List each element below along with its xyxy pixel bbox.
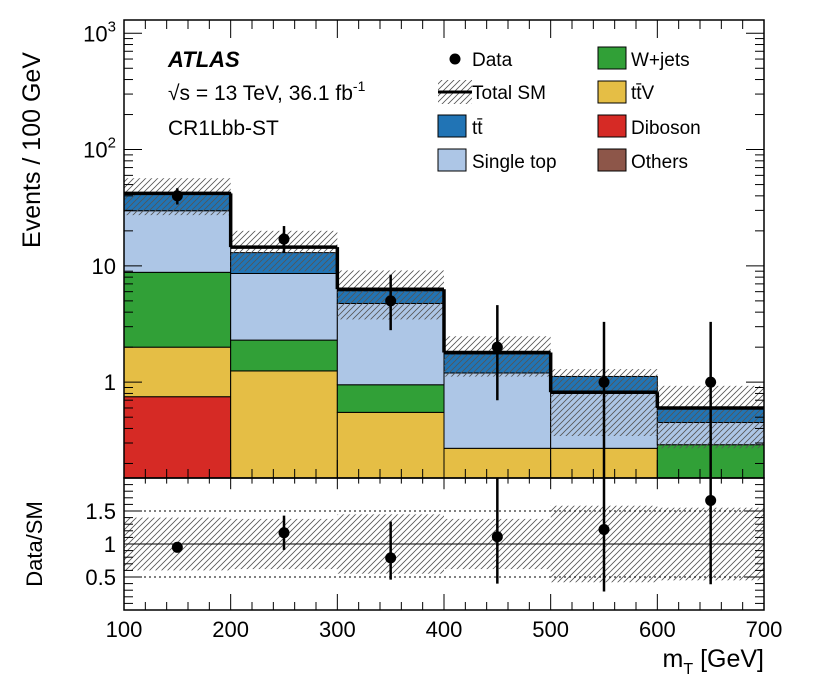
data-point-5 — [705, 376, 717, 388]
x-axis-label-sub: T — [683, 661, 693, 678]
bar-w-jets-bin-1 — [230, 339, 338, 372]
x-tick-label-4: 500 — [532, 617, 569, 642]
bar-ttv-bin-2 — [336, 411, 445, 478]
ratio-y-axis: 0.5 1 1.5 — [85, 484, 764, 604]
ratio-y-axis-label: Data/SM — [22, 501, 47, 587]
legend-diboson: Diboson — [597, 114, 701, 139]
x-axis-label-unit: [GeV] — [693, 645, 764, 673]
x-axis-label-var: m — [663, 645, 684, 673]
data-point-1 — [278, 233, 290, 245]
legend: Data Total SM tt̄ Single top W+jets tt̄V… — [437, 46, 701, 173]
x-tick-label-2: 300 — [319, 617, 356, 642]
x-tick-label-6: 700 — [746, 617, 783, 642]
x-tick-label-5: 600 — [639, 617, 676, 642]
main-y-axis-label: Events / 100 GeV — [18, 52, 46, 248]
atlas-label: ATLAS — [167, 47, 240, 72]
main-y-tick-label-exp-3: 3 — [108, 18, 116, 35]
ratio-point-5 — [705, 494, 717, 506]
ratio-reference-lines — [124, 510, 764, 578]
energy-lumi-label: √s = 13 TeV, 36.1 fb-1 — [168, 78, 366, 105]
main-y-tick-label-base-2: 10 — [83, 138, 107, 163]
ratio-y-tick-label-0: 0.5 — [85, 565, 116, 590]
x-tick-label-1: 200 — [212, 617, 249, 642]
main-y-tick-label-base-0: 1 — [104, 370, 116, 395]
legend-ttv: tt̄V — [597, 80, 655, 104]
main-y-tick-label-2: 102 — [83, 135, 116, 163]
bar-single-top-bin-0 — [124, 210, 232, 273]
legend-data-marker — [449, 53, 461, 65]
legend-single-top: Single top — [437, 148, 557, 173]
main-y-tick-label-3: 103 — [83, 18, 116, 46]
legend-diboson-label: Diboson — [631, 118, 701, 139]
legend-data-label: Data — [472, 50, 513, 71]
legend-ttbar-label: tt̄ — [472, 118, 483, 139]
bar-ttv-bin-0 — [124, 346, 232, 398]
bar-ttv-bin-1 — [230, 370, 338, 478]
legend-ttbar: tt̄ — [437, 114, 483, 139]
x-axis: 100 200 300 400 500 600 700 — [106, 20, 783, 642]
data-point-4 — [598, 376, 610, 388]
main-y-tick-label-base-1: 10 — [92, 254, 116, 279]
ratio-points — [171, 478, 717, 592]
x-tick-label-3: 400 — [426, 617, 463, 642]
data-point-0 — [171, 190, 183, 202]
main-y-tick-label-1: 10 — [92, 254, 116, 279]
legend-others: Others — [597, 148, 688, 173]
data-points — [171, 188, 717, 478]
main-y-tick-label-0: 1 — [104, 370, 116, 395]
legend-ttv-swatch — [597, 80, 627, 104]
data-point-3 — [491, 341, 503, 353]
energy-lumi-exponent: -1 — [353, 78, 366, 94]
legend-wjets-swatch — [597, 46, 627, 70]
legend-others-label: Others — [631, 152, 688, 173]
bar-w-jets-bin-0 — [124, 271, 232, 348]
bar-single-top-bin-1 — [230, 272, 338, 341]
ratio-y-tick-label-1: 1 — [104, 532, 116, 557]
main-y-tick-label-base-3: 10 — [83, 21, 107, 46]
data-point-2 — [385, 295, 397, 307]
legend-single-top-label: Single top — [472, 152, 557, 173]
energy-lumi-text: √s = 13 TeV, 36.1 fb — [168, 82, 353, 105]
legend-wjets: W+jets — [597, 46, 690, 71]
legend-single-top-swatch — [437, 148, 467, 172]
main-y-tick-label-exp-2: 2 — [108, 135, 116, 152]
legend-ttbar-swatch — [437, 114, 467, 138]
legend-ttv-label: tt̄V — [631, 83, 655, 104]
ratio-point-1 — [278, 527, 290, 539]
legend-total-sm-label: Total SM — [472, 83, 546, 104]
x-axis-label: mT [GeV] — [663, 645, 764, 678]
legend-others-swatch — [597, 148, 627, 172]
ratio-point-0 — [171, 541, 183, 553]
legend-wjets-label: W+jets — [631, 50, 690, 71]
bar-diboson-bin-0 — [124, 396, 232, 478]
ratio-y-tick-label-2: 1.5 — [85, 499, 116, 524]
legend-diboson-swatch — [597, 114, 627, 138]
ratio-point-3 — [491, 531, 503, 543]
bar-w-jets-bin-2 — [336, 384, 445, 413]
ratio-point-2 — [385, 552, 397, 564]
region-label: CR1Lbb-ST — [168, 117, 279, 140]
legend-data: Data — [449, 50, 513, 71]
x-tick-label-0: 100 — [106, 617, 143, 642]
legend-total-sm: Total SM — [438, 80, 546, 104]
ratio-point-4 — [598, 523, 610, 535]
